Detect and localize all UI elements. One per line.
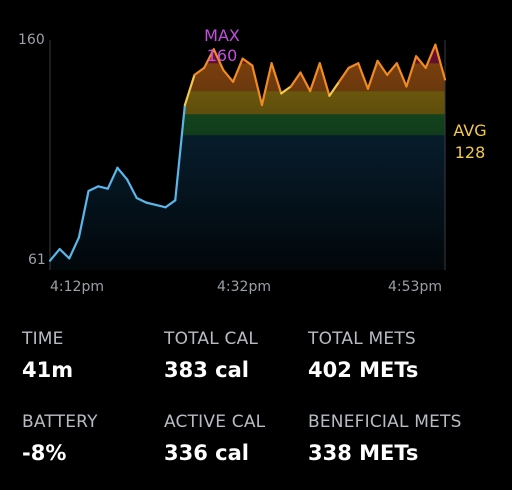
- heart-rate-line-segment: [231, 57, 244, 83]
- heart-rate-line-segment: [318, 62, 331, 97]
- heart-rate-line-segment: [125, 178, 138, 200]
- stat-value: 338 METs: [308, 441, 419, 465]
- avg-value-text: 128: [454, 143, 486, 162]
- heart-rate-line-segment: [193, 66, 206, 76]
- stat-value: 402 METs: [308, 358, 419, 382]
- heart-rate-line-segment: [376, 59, 389, 76]
- stat-value: 336 cal: [164, 441, 249, 465]
- heart-rate-line-segment: [97, 185, 109, 190]
- heart-rate-line-segment: [68, 236, 81, 260]
- stat-beneficial-mets: BENEFICIAL METS 338 METs: [308, 412, 462, 465]
- max-value-text: 160: [206, 46, 238, 65]
- heart-rate-line-segment: [289, 71, 302, 88]
- stat-battery: BATTERY -8%: [22, 412, 98, 465]
- heart-rate-line-segment: [405, 55, 418, 88]
- heart-rate-line-segment: [424, 43, 437, 69]
- stat-title: ACTIVE CAL: [164, 412, 266, 432]
- stat-value: -8%: [22, 441, 67, 465]
- heart-rate-line-segment: [337, 66, 350, 83]
- heart-rate-line-segment: [135, 196, 148, 204]
- max-heart-rate-label: MAX 160: [194, 26, 250, 66]
- heart-rate-line-segment: [270, 62, 283, 95]
- heart-rate-line-segment: [212, 48, 225, 72]
- stat-time: TIME 41m: [22, 329, 73, 382]
- avg-heart-rate-label: AVG 128: [446, 120, 494, 164]
- heart-rate-line-segment: [203, 48, 215, 69]
- heart-rate-line-segment: [434, 43, 447, 81]
- heart-rate-line-segment: [222, 69, 235, 83]
- stat-title: TOTAL METS: [308, 329, 416, 349]
- heart-rate-line-segment: [280, 85, 292, 95]
- stat-title: BATTERY: [22, 412, 98, 432]
- stat-title: BENEFICIAL METS: [308, 412, 462, 432]
- max-label-text: MAX: [204, 26, 240, 45]
- heart-rate-line-segment: [414, 55, 427, 69]
- heart-rate-line-segment: [106, 166, 119, 190]
- heart-rate-line-segment: [183, 73, 196, 107]
- heart-rate-line-segment: [366, 59, 379, 90]
- stat-value: 383 cal: [164, 358, 249, 382]
- heart-rate-chart: [48, 40, 447, 270]
- stat-total-cal: TOTAL CAL 383 cal: [164, 329, 258, 382]
- y-tick-label-max: 160: [18, 32, 45, 48]
- heart-rate-series: [48, 43, 447, 262]
- heart-rate-line-segment: [241, 57, 254, 67]
- heart-rate-line-segment: [251, 64, 264, 107]
- heart-rate-line-segment: [87, 185, 100, 193]
- heart-rate-line-segment: [309, 62, 321, 93]
- heart-rate-line-segment: [357, 62, 370, 90]
- heart-rate-line-segment: [174, 103, 186, 202]
- heart-rate-line-segment: [154, 203, 167, 209]
- heart-rate-line-segment: [347, 62, 360, 69]
- heart-rate-line-segment: [260, 62, 273, 107]
- y-tick-label-min: 61: [28, 252, 46, 268]
- heart-rate-line-segment: [116, 166, 129, 181]
- avg-label-text: AVG: [453, 121, 487, 140]
- heart-rate-line-segment: [58, 247, 71, 260]
- stat-title: TOTAL CAL: [164, 329, 259, 349]
- heart-rate-line-segment: [386, 62, 398, 76]
- heart-rate-line-segment: [164, 199, 177, 209]
- heart-rate-line-segment: [328, 80, 341, 97]
- heart-rate-line-segment: [77, 189, 90, 239]
- stat-title: TIME: [22, 329, 64, 349]
- x-tick-label-start: 4:12pm: [50, 279, 104, 295]
- stat-value: 41m: [22, 358, 74, 382]
- heart-rate-line-segment: [395, 62, 408, 88]
- x-tick-label-mid: 4:32pm: [217, 279, 271, 295]
- heart-rate-line-segment: [299, 71, 312, 93]
- x-tick-label-end: 4:53pm: [388, 279, 442, 295]
- stat-total-mets: TOTAL METS 402 METs: [308, 329, 418, 382]
- heart-rate-line-segment: [48, 247, 61, 262]
- heart-rate-line-segment: [145, 201, 158, 207]
- stat-active-cal: ACTIVE CAL 336 cal: [164, 412, 265, 465]
